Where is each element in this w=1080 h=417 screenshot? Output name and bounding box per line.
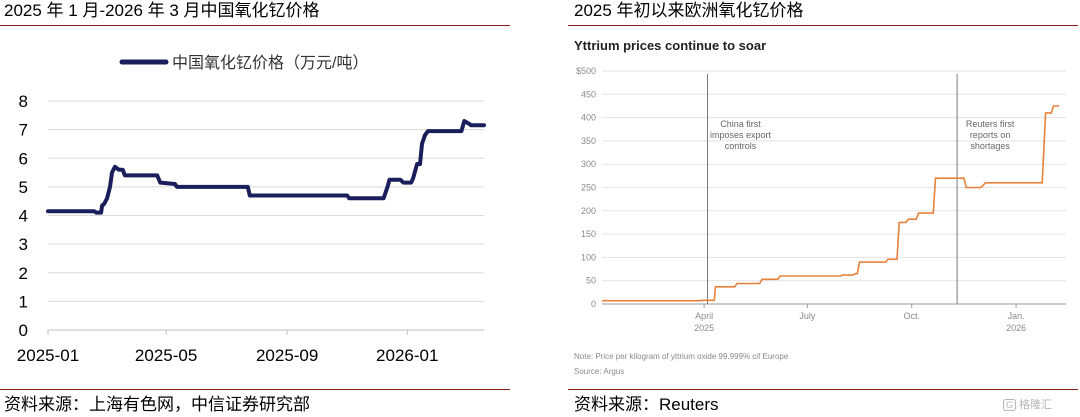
series-line — [602, 105, 1060, 302]
y-tick-label: 8 — [19, 92, 28, 111]
x-tick-label: 2025-01 — [17, 346, 79, 365]
right-chart-svg: Yttrium prices continue to soar 0 50 100 150… — [574, 38, 1066, 376]
annotation-text: imposes export — [710, 130, 772, 140]
y-tick-label: 5 — [19, 178, 28, 197]
watermark-logo: G 格隆汇 — [1003, 396, 1052, 412]
y-tick-label: 6 — [19, 149, 28, 168]
y-tick-label: 50 — [586, 276, 596, 286]
watermark-icon: G — [1003, 399, 1017, 411]
x-tick-sublabel: 2025 — [694, 323, 714, 333]
right-source-rule — [568, 389, 1078, 390]
y-tick-label: 3 — [19, 235, 28, 254]
left-chart-panel: 2025 年 1 月-2026 年 3 月中国氧化钇价格 0 1 2 3 4 5 6 7 8 20… — [0, 0, 512, 417]
chart-inner-title: Yttrium prices continue to soar — [574, 38, 766, 53]
annotation-text: reports on — [970, 130, 1011, 140]
x-tick-label: April — [695, 311, 713, 321]
y-tick-label: 7 — [19, 121, 28, 140]
annotation-text: shortages — [970, 141, 1010, 151]
right-chart-title: 2025 年初以来欧洲氧化钇价格 — [574, 1, 804, 20]
chart-inner-source: Source: Argus — [574, 367, 624, 376]
y-tick-label: 4 — [19, 207, 28, 226]
left-source-text: 资料来源：上海有色网，中信证券研究部 — [4, 395, 310, 414]
right-title-rule — [568, 25, 1078, 26]
left-chart-svg: 0 1 2 3 4 5 6 7 8 2025-01 2025-05 2025-09 2026-01 中国氧… — [17, 54, 486, 365]
series-line — [46, 119, 486, 215]
y-tick-label: 0 — [19, 321, 28, 340]
legend-label: 中国氧化钇价格（万元/吨） — [172, 54, 368, 72]
y-tick-label: 250 — [581, 183, 596, 193]
x-tick-sublabel: 2026 — [1006, 323, 1026, 333]
y-tick-label: 1 — [19, 292, 28, 311]
annotation-text: Reuters first — [966, 119, 1015, 129]
left-title-rule — [0, 25, 510, 26]
x-tick-label: Oct. — [903, 311, 920, 321]
right-source-text: 资料来源：Reuters — [574, 395, 719, 414]
y-tick-label: 0 — [591, 299, 596, 309]
annotation-text: China first — [720, 119, 761, 129]
x-tick-label: 2026-01 — [376, 346, 438, 365]
y-tick-label: 200 — [581, 206, 596, 216]
right-chart-panel: 2025 年初以来欧洲氧化钇价格 Yttrium prices continue… — [568, 0, 1080, 417]
y-tick-label: 150 — [581, 229, 596, 239]
left-source-rule — [0, 389, 510, 390]
watermark-text: 格隆汇 — [1019, 399, 1053, 411]
x-tick-label: 2025-09 — [256, 346, 318, 365]
y-tick-label: 2 — [19, 264, 28, 283]
x-tick-label: July — [799, 311, 816, 321]
y-tick-label: 300 — [581, 159, 596, 169]
chart-note: Note: Price per kilogram of yttrium oxid… — [574, 352, 789, 361]
y-tick-label: $500 — [576, 66, 596, 76]
annotation-text: controls — [725, 141, 757, 151]
y-tick-label: 400 — [581, 113, 596, 123]
y-tick-label: 100 — [581, 252, 596, 262]
x-tick-label: 2025-05 — [135, 346, 197, 365]
y-tick-label: 450 — [581, 89, 596, 99]
left-chart-title: 2025 年 1 月-2026 年 3 月中国氧化钇价格 — [4, 1, 320, 20]
y-tick-label: 350 — [581, 136, 596, 146]
x-tick-label: Jan. — [1008, 311, 1025, 321]
